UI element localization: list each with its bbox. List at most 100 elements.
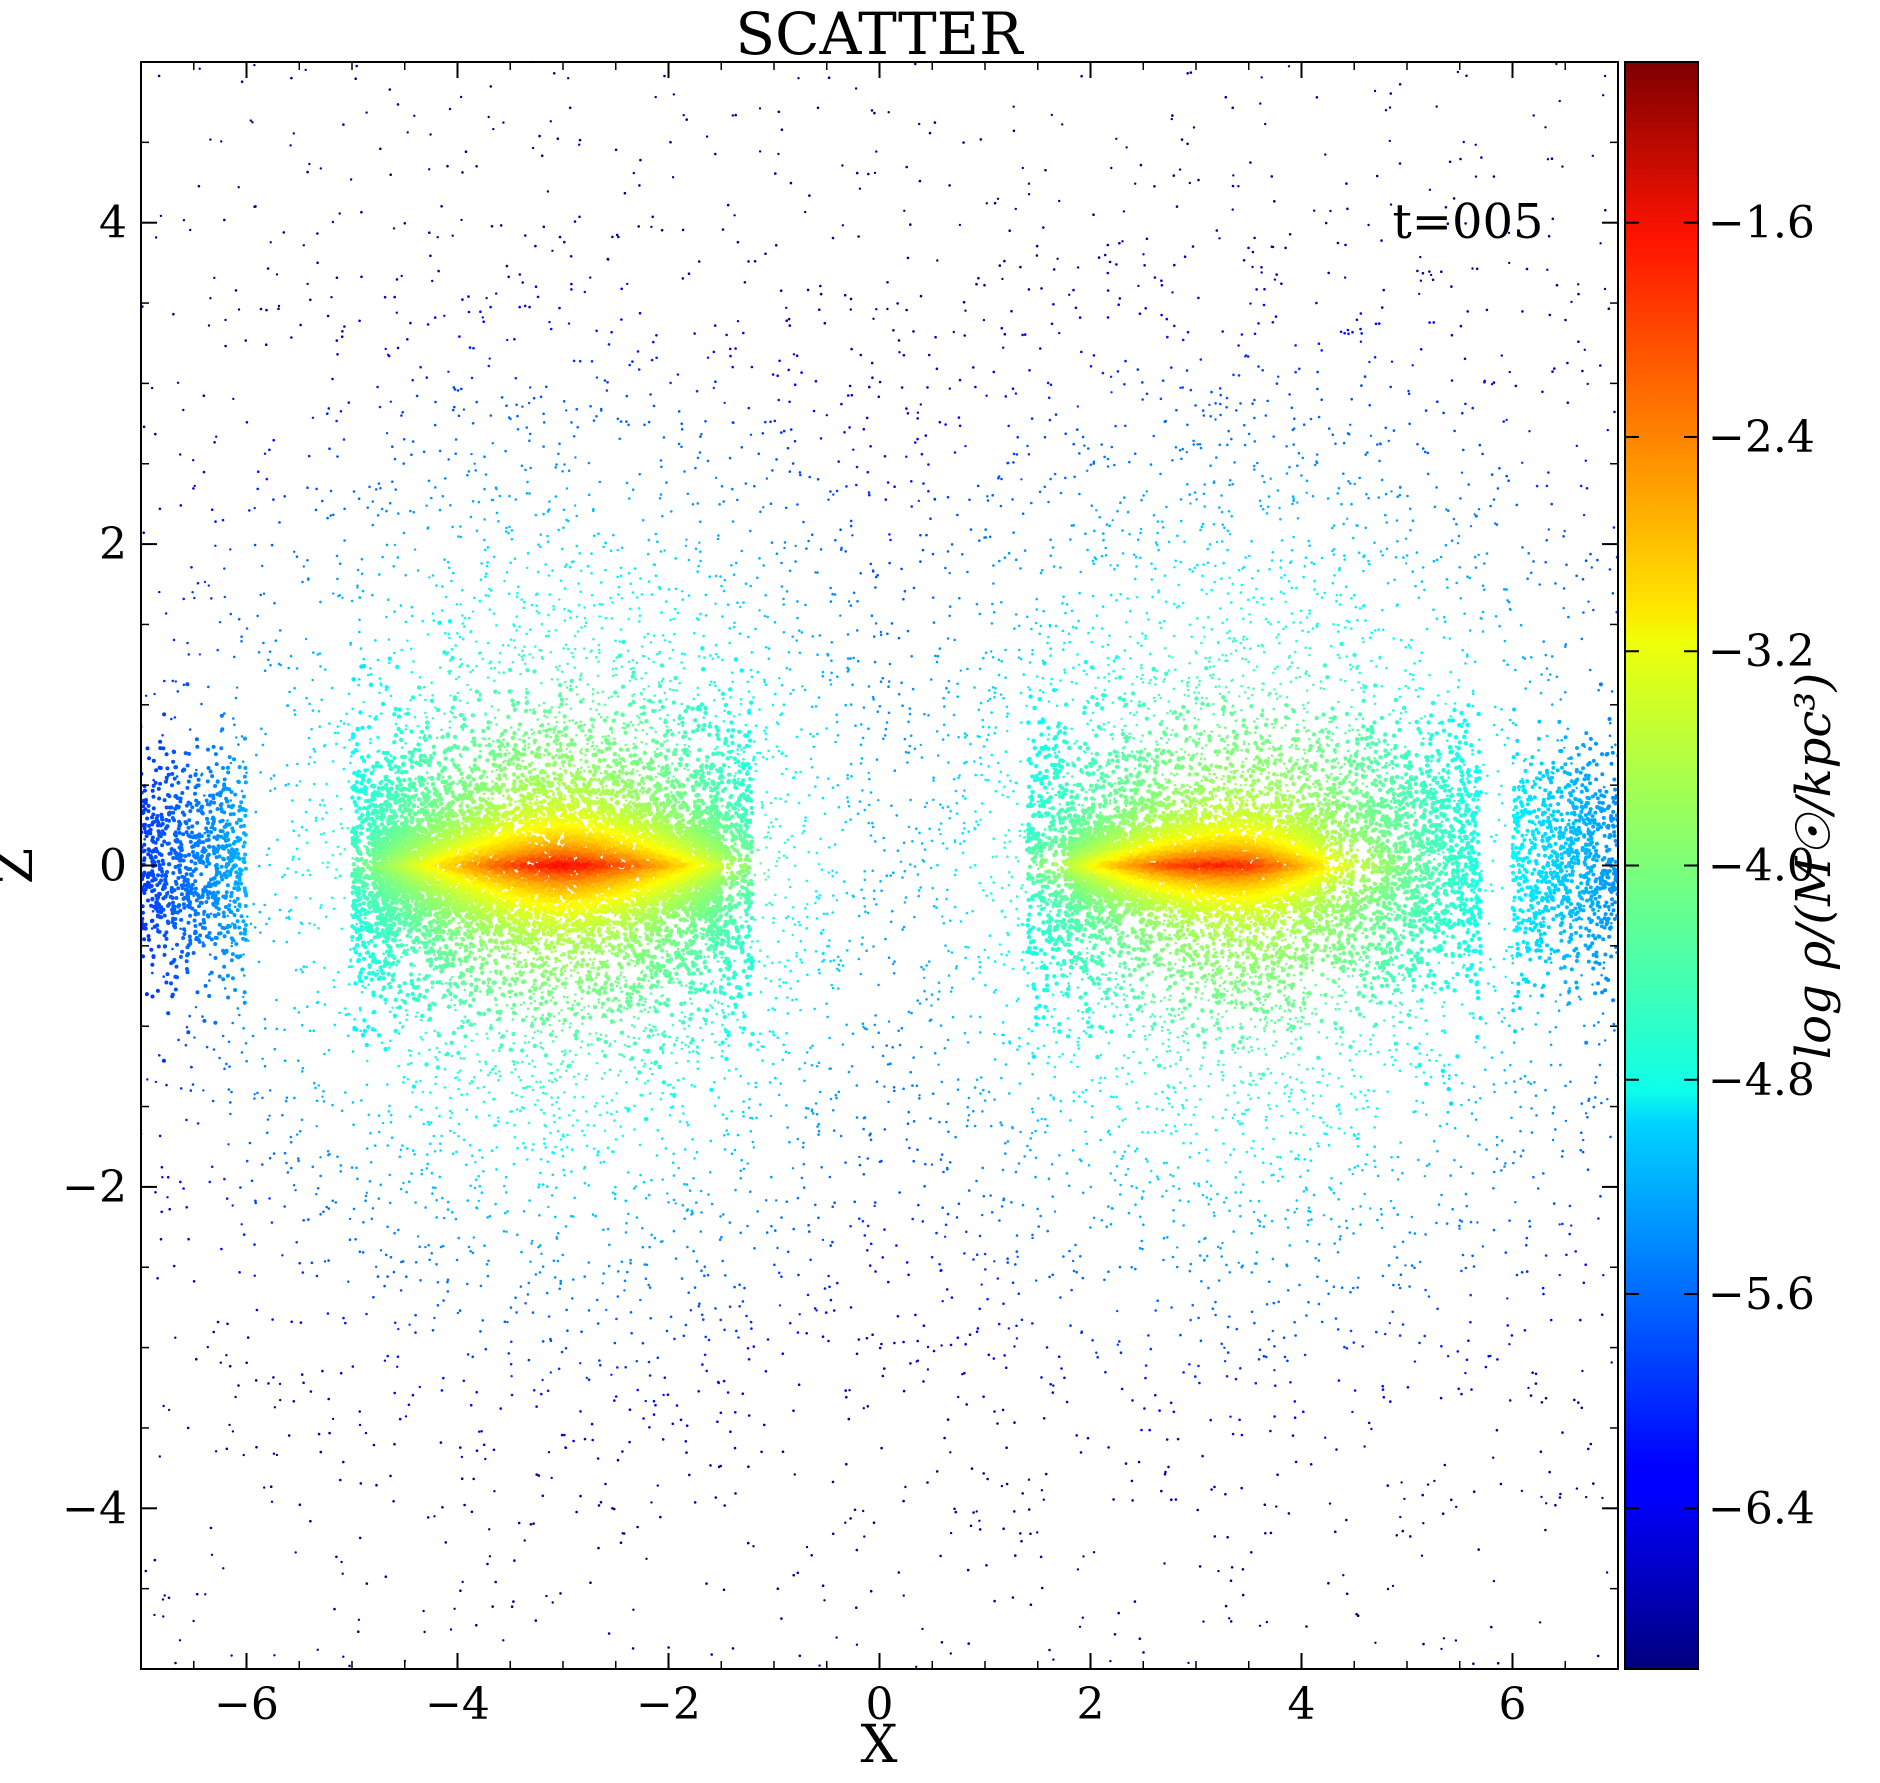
scatter-point — [481, 948, 484, 951]
scatter-point — [587, 1043, 590, 1046]
scatter-point — [984, 528, 987, 531]
scatter-point — [619, 640, 622, 643]
scatter-point — [621, 1054, 624, 1057]
scatter-point — [457, 535, 460, 538]
scatter-point — [427, 1244, 430, 1247]
scatter-point — [397, 347, 400, 350]
scatter-point — [443, 712, 446, 715]
scatter-point — [765, 791, 768, 794]
scatter-point — [444, 1042, 447, 1045]
scatter-point — [678, 801, 681, 804]
scatter-point — [908, 1147, 911, 1150]
scatter-point — [637, 723, 640, 726]
scatter-point — [541, 154, 544, 157]
scatter-point — [526, 1054, 529, 1057]
scatter-point — [447, 1201, 450, 1204]
scatter-point — [419, 947, 422, 950]
scatter-point — [295, 1241, 298, 1244]
scatter-point — [722, 228, 725, 231]
scatter-point — [638, 1037, 641, 1040]
scatter-point — [979, 966, 982, 969]
scatter-point — [706, 760, 709, 763]
scatter-point — [593, 534, 596, 537]
scatter-point — [297, 1059, 300, 1062]
scatter-point — [244, 339, 247, 342]
scatter-point — [206, 1046, 209, 1049]
scatter-point — [420, 1108, 423, 1111]
scatter-point — [639, 936, 642, 939]
scatter-point — [305, 811, 308, 814]
scatter-point — [758, 960, 761, 963]
scatter-point — [463, 989, 466, 992]
scatter-point — [663, 1043, 666, 1046]
scatter-point — [256, 488, 259, 491]
scatter-point — [685, 958, 688, 961]
scatter-point — [288, 691, 291, 694]
scatter-point — [351, 708, 354, 711]
scatter-point — [764, 253, 767, 256]
scatter-point — [542, 1340, 545, 1343]
scatter-point — [653, 1413, 656, 1416]
scatter-point — [336, 353, 339, 356]
scatter-point — [789, 470, 792, 473]
scatter-point — [160, 1238, 163, 1241]
scatter-point — [715, 575, 718, 578]
scatter-point — [378, 1197, 381, 1200]
scatter-point — [465, 1164, 468, 1167]
scatter-point — [667, 1646, 670, 1649]
scatter-point — [815, 890, 818, 893]
scatter-point — [632, 743, 635, 746]
scatter-point — [615, 667, 618, 670]
scatter-point — [432, 612, 435, 615]
scatter-point — [786, 839, 789, 842]
scatter-point — [811, 766, 814, 769]
scatter-point — [721, 1024, 724, 1027]
scatter-point — [1031, 1234, 1034, 1237]
scatter-point — [504, 450, 507, 453]
scatter-point — [715, 653, 718, 656]
scatter-point — [943, 705, 946, 708]
scatter-point — [700, 932, 703, 935]
scatter-point — [538, 1214, 541, 1217]
scatter-point — [286, 867, 289, 870]
scatter-point — [340, 808, 343, 811]
scatter-point — [535, 1405, 538, 1408]
scatter-point — [321, 1370, 324, 1373]
scatter-point — [161, 1166, 164, 1169]
scatter-point — [799, 924, 802, 927]
scatter-point — [767, 750, 770, 753]
scatter-point — [298, 1011, 301, 1014]
scatter-point — [458, 335, 461, 338]
scatter-point — [418, 1052, 421, 1055]
scatter-point — [425, 1032, 428, 1035]
scatter-point — [336, 555, 339, 558]
scatter-point — [486, 1216, 489, 1219]
scatter-point — [683, 1028, 686, 1031]
scatter-point — [410, 671, 413, 674]
scatter-point — [310, 1390, 313, 1393]
scatter-point — [970, 1015, 973, 1018]
scatter-point — [183, 684, 186, 687]
scatter-point — [560, 943, 563, 946]
scatter-point — [560, 1063, 563, 1066]
scatter-point — [671, 762, 674, 765]
scatter-point — [454, 388, 457, 391]
scatter-point — [1048, 1649, 1051, 1652]
scatter-point — [475, 1179, 478, 1182]
scatter-point — [259, 931, 262, 934]
scatter-point — [608, 1265, 611, 1268]
scatter-point — [536, 1099, 539, 1102]
scatter-point — [335, 868, 338, 871]
scatter-point — [554, 950, 557, 953]
scatter-point — [822, 929, 825, 932]
scatter-point — [439, 1176, 442, 1179]
scatter-point — [399, 1156, 402, 1159]
scatter-point — [836, 490, 839, 493]
scatter-point — [584, 724, 587, 727]
scatter-point — [742, 1300, 745, 1303]
scatter-point — [300, 1321, 303, 1324]
scatter-point — [515, 498, 518, 501]
scatter-point — [483, 539, 486, 542]
scatter-point — [207, 686, 210, 689]
scatter-point — [656, 748, 659, 751]
